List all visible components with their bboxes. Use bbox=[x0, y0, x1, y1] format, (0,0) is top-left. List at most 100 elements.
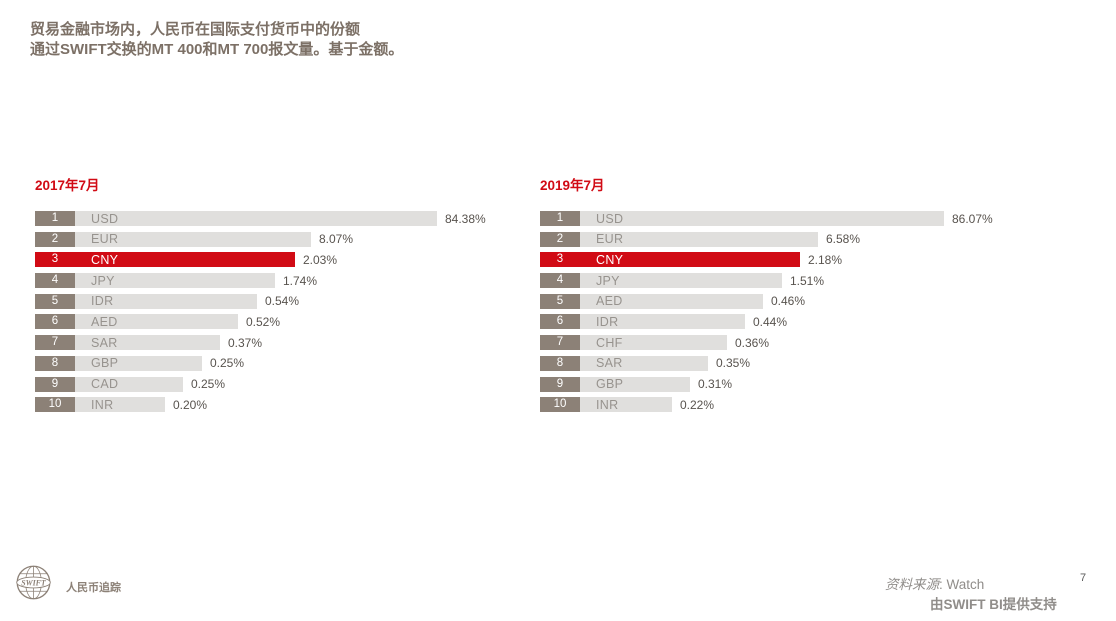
value-bar: INR bbox=[580, 397, 672, 413]
value-label: 0.25% bbox=[210, 356, 245, 371]
swift-logo-text: SWIFT bbox=[21, 578, 47, 587]
rank-badge: 1 bbox=[35, 211, 75, 226]
page-title-line2: 通过SWIFT交换的MT 400和MT 700报文量。基于金额。 bbox=[30, 41, 404, 58]
chart-title-left: 2017年7月 bbox=[35, 178, 100, 193]
value-label: 0.37% bbox=[228, 335, 263, 350]
page-title-line1: 贸易金融市场内，人民币在国际支付货币中的份额 bbox=[30, 21, 361, 38]
chart-rows-left: 1 USD 84.38% 2 EUR 8.07% 3 CNY 2.03% 4 JPY 1.74% 5 ID… bbox=[35, 211, 555, 413]
bar-row-CAD: 9 CAD 0.25% bbox=[35, 376, 555, 392]
value-label: 0.52% bbox=[246, 314, 281, 329]
rank-badge: 6 bbox=[35, 314, 75, 330]
bar-row-SAR: 7 SAR 0.37% bbox=[35, 335, 555, 351]
rank-badge: 8 bbox=[35, 355, 75, 371]
value-label: 0.31% bbox=[698, 377, 733, 391]
source-prefix: 资料来源 bbox=[885, 577, 939, 592]
bar-row-CNY: 3 CNY 2.18% bbox=[540, 252, 1060, 268]
rank-badge: 3 bbox=[35, 252, 75, 268]
currency-code: USD bbox=[91, 211, 119, 226]
bar-row-JPY: 4 JPY 1.74% bbox=[35, 273, 555, 289]
currency-code: AED bbox=[91, 314, 118, 329]
value-label: 2.18% bbox=[808, 252, 843, 267]
value-bar: GBP bbox=[580, 376, 690, 392]
value-bar: INR bbox=[75, 397, 165, 413]
value-bar: USD bbox=[580, 211, 944, 226]
value-bar: SAR bbox=[75, 335, 220, 351]
currency-code: USD bbox=[596, 211, 624, 226]
value-bar: EUR bbox=[75, 231, 311, 247]
rank-badge: 5 bbox=[35, 293, 75, 309]
source-line: 资料来源: Watch bbox=[885, 573, 984, 593]
currency-code: AED bbox=[596, 294, 623, 309]
rank-badge: 3 bbox=[540, 252, 580, 268]
bar-row-CHF: 7 CHF 0.36% bbox=[540, 335, 1060, 351]
currency-code: IDR bbox=[91, 294, 114, 309]
value-label: 0.22% bbox=[680, 397, 715, 412]
rank-badge: 9 bbox=[540, 376, 580, 392]
currency-code: SAR bbox=[596, 356, 623, 371]
rank-badge: 4 bbox=[540, 273, 580, 289]
rank-badge: 1 bbox=[540, 211, 580, 226]
currency-code: JPY bbox=[91, 273, 115, 288]
rank-badge: 10 bbox=[35, 397, 75, 413]
value-bar: JPY bbox=[75, 273, 275, 289]
value-bar: CNY bbox=[580, 252, 800, 268]
currency-code: IDR bbox=[596, 314, 619, 329]
value-label: 84.38% bbox=[445, 211, 486, 226]
value-bar: AED bbox=[580, 293, 763, 309]
value-label: 0.35% bbox=[716, 356, 751, 371]
bar-row-SAR: 8 SAR 0.35% bbox=[540, 355, 1060, 371]
rank-badge: 6 bbox=[540, 314, 580, 330]
chart-2019-07: 2019年7月 1 USD 86.07% 2 EUR 6.58% 3 CNY 2.18% 4 JPY… bbox=[540, 179, 1060, 418]
currency-code: INR bbox=[596, 397, 619, 412]
bar-row-EUR: 2 EUR 8.07% bbox=[35, 231, 555, 247]
rank-badge: 7 bbox=[35, 335, 75, 351]
rank-badge: 2 bbox=[35, 231, 75, 247]
bar-row-USD: 1 USD 84.38% bbox=[35, 211, 555, 226]
value-label: 86.07% bbox=[952, 211, 993, 226]
chart-rows-right: 1 USD 86.07% 2 EUR 6.58% 3 CNY 2.18% 4 JPY 1.51% 5 AE… bbox=[540, 211, 1060, 413]
value-bar: EUR bbox=[580, 231, 818, 247]
value-bar: SAR bbox=[580, 355, 708, 371]
value-bar: CNY bbox=[75, 252, 295, 268]
value-label: 2.03% bbox=[303, 252, 338, 267]
bar-row-IDR: 6 IDR 0.44% bbox=[540, 314, 1060, 330]
value-bar: IDR bbox=[75, 293, 257, 309]
bar-row-CNY: 3 CNY 2.03% bbox=[35, 252, 555, 268]
bar-row-EUR: 2 EUR 6.58% bbox=[540, 231, 1060, 247]
value-label: 8.07% bbox=[319, 232, 354, 247]
bar-row-IDR: 5 IDR 0.54% bbox=[35, 293, 555, 309]
swift-globe-logo: SWIFT bbox=[16, 565, 51, 600]
value-bar: JPY bbox=[580, 273, 782, 289]
rank-badge: 10 bbox=[540, 397, 580, 413]
value-bar: AED bbox=[75, 314, 238, 330]
value-label: 0.25% bbox=[191, 377, 226, 391]
rank-badge: 5 bbox=[540, 293, 580, 309]
value-bar: USD bbox=[75, 211, 437, 226]
powered-by-line: 由SWIFT BI提供支持 bbox=[930, 597, 1057, 612]
currency-code: CNY bbox=[91, 252, 119, 267]
value-bar: CAD bbox=[75, 376, 183, 392]
currency-code: CAD bbox=[91, 377, 119, 391]
bar-row-INR: 10 INR 0.20% bbox=[35, 397, 555, 413]
bar-row-USD: 1 USD 86.07% bbox=[540, 211, 1060, 226]
bar-row-INR: 10 INR 0.22% bbox=[540, 397, 1060, 413]
currency-code: INR bbox=[91, 397, 114, 412]
tracker-label: 人民币追踪 bbox=[66, 582, 121, 594]
value-label: 0.44% bbox=[753, 314, 788, 329]
currency-code: CNY bbox=[596, 252, 624, 267]
currency-code: GBP bbox=[91, 356, 119, 371]
page-title: 贸易金融市场内，人民币在国际支付货币中的份额 通过SWIFT交换的MT 400和… bbox=[30, 20, 403, 60]
value-label: 0.54% bbox=[265, 294, 300, 309]
currency-code: GBP bbox=[596, 377, 624, 391]
value-label: 1.74% bbox=[283, 273, 318, 288]
currency-code: SAR bbox=[91, 335, 118, 350]
bar-row-GBP: 9 GBP 0.31% bbox=[540, 376, 1060, 392]
value-bar: CHF bbox=[580, 335, 727, 351]
value-label: 6.58% bbox=[826, 232, 861, 247]
bar-row-JPY: 4 JPY 1.51% bbox=[540, 273, 1060, 289]
bar-row-AED: 6 AED 0.52% bbox=[35, 314, 555, 330]
rank-badge: 7 bbox=[540, 335, 580, 351]
currency-code: EUR bbox=[91, 232, 119, 247]
currency-code: CHF bbox=[596, 335, 623, 350]
currency-code: JPY bbox=[596, 273, 620, 288]
